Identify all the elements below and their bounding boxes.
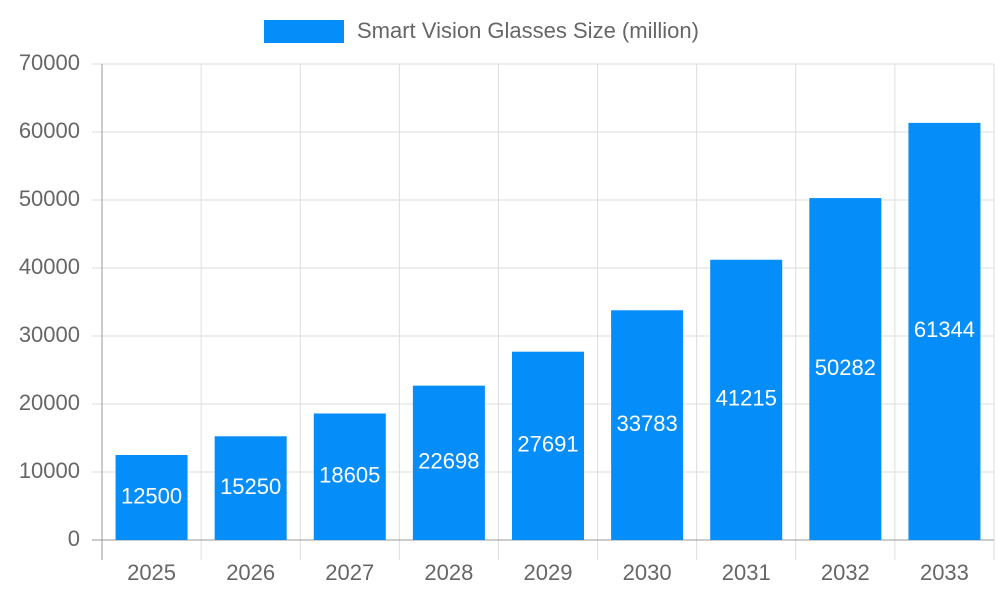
x-tick-label: 2026 xyxy=(226,560,275,585)
y-tick-label: 20000 xyxy=(19,390,80,415)
value-label: 41215 xyxy=(716,386,777,411)
bar xyxy=(611,310,684,540)
value-label: 33783 xyxy=(617,411,678,436)
bar xyxy=(115,455,188,540)
bar xyxy=(908,122,981,540)
value-label: 22698 xyxy=(418,449,479,474)
value-label: 15250 xyxy=(220,474,281,499)
value-label: 12500 xyxy=(121,483,182,508)
x-tick-label: 2028 xyxy=(424,560,473,585)
y-tick-label: 40000 xyxy=(19,254,80,279)
x-tick-label: 2029 xyxy=(524,560,573,585)
value-label: 27691 xyxy=(517,432,578,457)
bar xyxy=(809,198,882,540)
x-tick-label: 2033 xyxy=(920,560,969,585)
x-tick-label: 2032 xyxy=(821,560,870,585)
bar xyxy=(512,351,584,540)
legend-label: Smart Vision Glasses Size (million) xyxy=(357,18,699,43)
bar xyxy=(412,385,485,540)
legend-swatch xyxy=(264,20,344,43)
value-label: 50282 xyxy=(815,355,876,380)
x-tick-label: 2031 xyxy=(722,560,771,585)
x-tick-label: 2027 xyxy=(325,560,374,585)
y-tick-label: 60000 xyxy=(19,118,80,143)
y-tick-label: 50000 xyxy=(19,186,80,211)
y-tick-label: 0 xyxy=(68,526,80,551)
value-label: 18605 xyxy=(319,463,380,488)
bar xyxy=(214,436,287,540)
bar xyxy=(710,259,783,540)
value-label: 61344 xyxy=(914,317,975,342)
y-tick-label: 10000 xyxy=(19,458,80,483)
x-tick-label: 2025 xyxy=(127,560,176,585)
x-tick-label: 2030 xyxy=(623,560,672,585)
bar xyxy=(313,413,386,540)
y-tick-label: 70000 xyxy=(19,50,80,75)
y-tick-label: 30000 xyxy=(19,322,80,347)
